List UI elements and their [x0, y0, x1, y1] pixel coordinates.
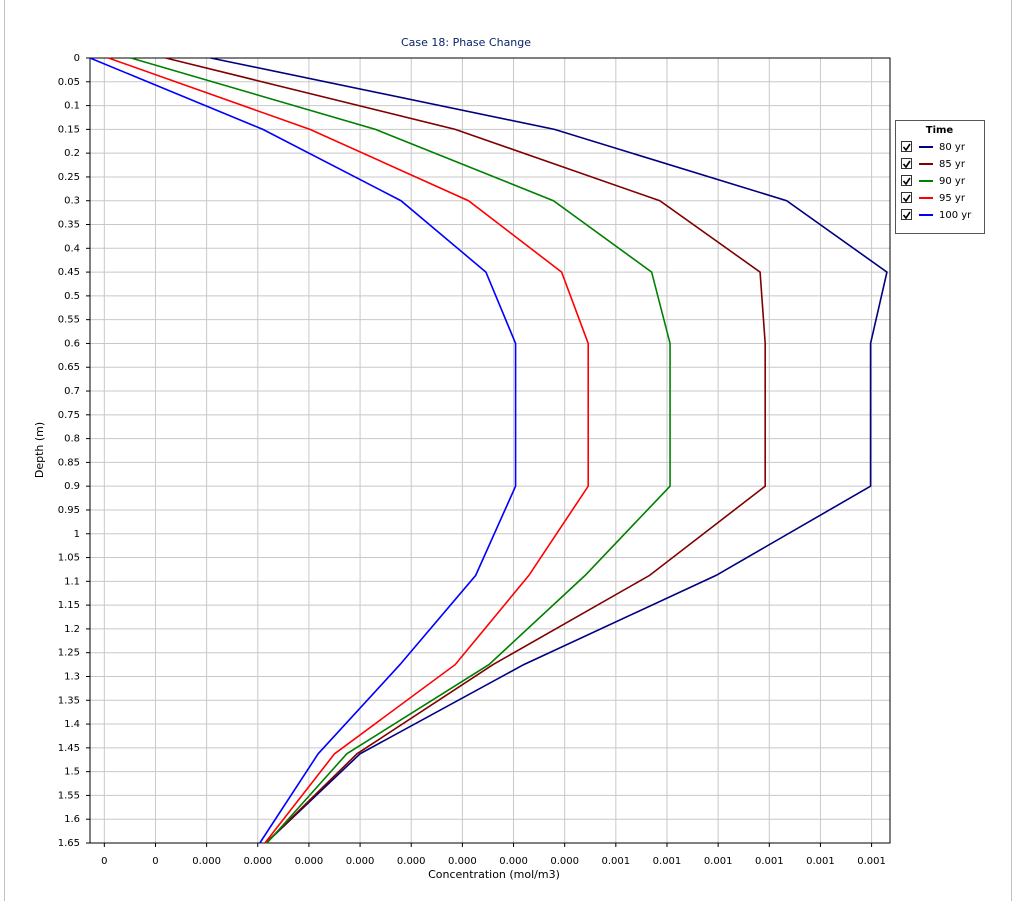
y-tick-label: 0.55 [58, 315, 80, 326]
x-tick-label: 0.001 [806, 856, 835, 867]
x-tick-label: 0.001 [704, 856, 733, 867]
x-tick-label: 0.001 [653, 856, 682, 867]
series-line [210, 57, 888, 844]
legend-check [902, 160, 911, 169]
y-tick-label: 0.75 [58, 410, 80, 421]
y-axis-label: Depth (m) [33, 422, 46, 478]
plot-frame [89, 57, 891, 844]
legend-label: 85 yr [939, 159, 966, 170]
y-tick-label: 0.35 [58, 220, 80, 231]
x-tick-label: 0.000 [295, 856, 324, 867]
x-tick-label: 0.000 [499, 856, 528, 867]
y-tick-label: 0.05 [58, 77, 80, 88]
y-tick-label: 0.6 [64, 338, 80, 349]
legend: Time 80 yr 85 yr 90 yr 95 yr 100 yr [895, 120, 985, 234]
y-tick-label: 1.35 [58, 695, 80, 706]
y-tick-label: 1.05 [58, 553, 80, 564]
y-tick-label: 0.45 [58, 267, 80, 278]
y-tick-label: 0.2 [64, 148, 80, 159]
y-tick-label: 0.95 [58, 505, 80, 516]
legend-check [902, 211, 911, 220]
y-tick-label: 1.3 [64, 671, 80, 682]
x-tick-label: 0.000 [448, 856, 477, 867]
y-tick-label: 1.15 [58, 600, 80, 611]
x-tick-label: 0.001 [755, 856, 784, 867]
y-tick-label: 0.25 [58, 172, 80, 183]
y-tick-label: 1.6 [64, 814, 80, 825]
legend-checkbox[interactable] [901, 192, 912, 203]
x-tick-label: 0.000 [192, 856, 221, 867]
y-tick-label: 1.55 [58, 790, 80, 801]
y-tick-label: 0.85 [58, 457, 80, 468]
legend-title: Time [926, 125, 954, 136]
y-tick-label: 1.45 [58, 743, 80, 754]
series-line [165, 57, 766, 844]
x-tick-label: 0.001 [602, 856, 631, 867]
x-tick-label: 0 [101, 856, 107, 867]
legend-checkbox[interactable] [901, 209, 912, 220]
series-line [130, 57, 671, 844]
legend-label: 95 yr [939, 193, 966, 204]
legend-check [902, 177, 911, 186]
legend-check [902, 143, 911, 152]
series-line [89, 57, 517, 844]
x-axis-label: Concentration (mol/m3) [428, 868, 560, 881]
y-tick-label: 1.65 [58, 838, 80, 849]
y-tick-label: 0.15 [58, 124, 80, 135]
y-tick-label: 1 [74, 529, 80, 540]
y-tick-label: 1.25 [58, 648, 80, 659]
legend-check [902, 194, 911, 203]
y-tick-label: 0.65 [58, 362, 80, 373]
y-tick-label: 1.4 [64, 719, 80, 730]
legend-label: 80 yr [939, 142, 966, 153]
y-tick-label: 1.1 [64, 576, 80, 587]
y-tick-label: 0.9 [64, 481, 80, 492]
y-tick-label: 1.5 [64, 767, 80, 778]
x-tick-label: 0.001 [857, 856, 886, 867]
x-tick-label: 0.000 [243, 856, 272, 867]
x-tick-label: 0.000 [397, 856, 426, 867]
x-tick-label: 0 [152, 856, 158, 867]
y-tick-label: 0.3 [64, 196, 80, 207]
y-tick-label: 0.7 [64, 386, 80, 397]
y-tick-label: 0.4 [64, 243, 80, 254]
series-line [108, 57, 590, 844]
legend-checkbox[interactable] [901, 141, 912, 152]
legend-checkbox[interactable] [901, 158, 912, 169]
y-tick-label: 0.8 [64, 434, 80, 445]
y-tick-label: 1.2 [64, 624, 80, 635]
legend-label: 100 yr [939, 210, 972, 221]
legend-label: 90 yr [939, 176, 966, 187]
legend-checkbox[interactable] [901, 175, 912, 186]
x-tick-label: 0.000 [346, 856, 375, 867]
y-tick-label: 0 [74, 53, 80, 64]
x-tick-label: 0.000 [550, 856, 579, 867]
chart-title: Case 18: Phase Change [401, 36, 531, 49]
y-tick-label: 0.5 [64, 291, 80, 302]
y-tick-label: 0.1 [64, 101, 80, 112]
